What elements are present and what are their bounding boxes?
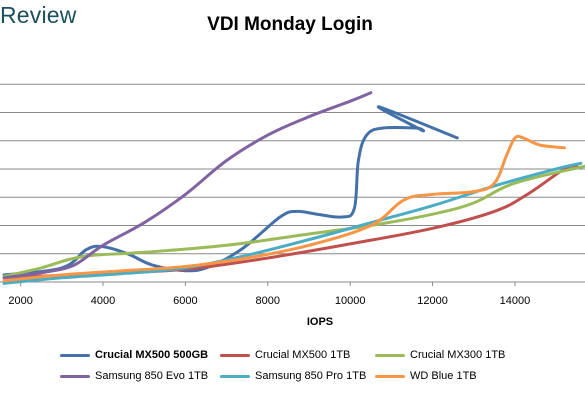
legend-item: Crucial MX300 1TB (375, 347, 505, 363)
series-line-wd-blue-1tb (2, 134, 566, 283)
legend-item: Crucial MX500 500GB (60, 347, 208, 363)
legend-label: Crucial MX500 1TB (255, 349, 351, 361)
series-line-samsung-850-evo-1tb (2, 91, 373, 280)
x-axis-label: IOPS (306, 316, 334, 328)
x-tick-label: 4000 (91, 295, 115, 307)
x-tick-labels: 2000 4000 6000 8000 10000 12000 14000 (8, 282, 530, 307)
legend-label: WD Blue 1TB (410, 370, 477, 382)
legend-item: Crucial MX500 1TB (220, 347, 350, 363)
legend-label: Crucial MX500 500GB (95, 349, 209, 361)
gridlines (0, 83, 585, 283)
x-tick-label: 14000 (500, 295, 531, 307)
series-line-samsung-850-pro-1tb (2, 161, 583, 285)
series-line-crucial-mx300-1tb (2, 164, 585, 278)
series-line-crucial-mx500-500gb (2, 105, 459, 277)
legend-label: Crucial MX300 1TB (410, 349, 506, 361)
x-tick-label: 10000 (335, 295, 366, 307)
legend-swatch (375, 374, 405, 378)
legend-swatch (375, 353, 405, 357)
legend-swatch (60, 353, 90, 357)
x-tick-label: 2000 (8, 295, 32, 307)
legend-item: Samsung 850 Evo 1TB (60, 368, 208, 384)
legend-label: Samsung 850 Pro 1TB (255, 370, 367, 382)
legend-item: Samsung 850 Pro 1TB (220, 368, 366, 384)
legend-swatch (60, 374, 90, 378)
x-tick-label: 6000 (173, 295, 197, 307)
legend-swatch (220, 353, 250, 357)
legend-label: Samsung 850 Evo 1TB (95, 370, 209, 382)
series-line-crucial-mx500-1tb (2, 164, 579, 280)
site-logo: Review (0, 2, 77, 28)
chart-title: VDI Monday Login (207, 14, 373, 35)
x-tick-label: 12000 (417, 295, 448, 307)
series-lines (2, 91, 585, 285)
legend-item: WD Blue 1TB (375, 368, 477, 384)
legend-swatch (220, 374, 250, 378)
x-tick-label: 8000 (256, 295, 280, 307)
